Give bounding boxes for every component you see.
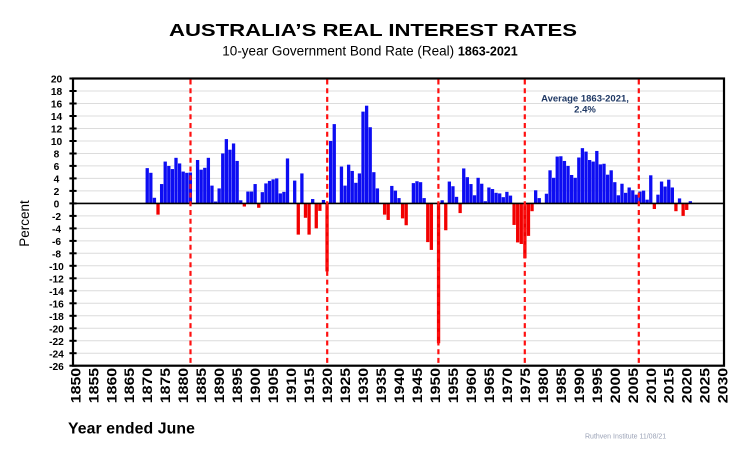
svg-text:6: 6 <box>54 162 60 173</box>
svg-text:Average 1863-2021,: Average 1863-2021, <box>541 94 629 105</box>
svg-text:18: 18 <box>51 87 63 98</box>
svg-text:16: 16 <box>51 100 63 111</box>
svg-text:14: 14 <box>51 112 63 123</box>
svg-text:1895: 1895 <box>230 367 245 403</box>
svg-text:1995: 1995 <box>590 367 605 403</box>
svg-text:-26: -26 <box>49 362 64 373</box>
svg-text:1875: 1875 <box>158 367 173 403</box>
svg-text:1965: 1965 <box>482 367 497 403</box>
svg-text:1950: 1950 <box>428 368 443 404</box>
svg-text:0: 0 <box>54 200 60 211</box>
svg-text:2010: 2010 <box>644 368 659 404</box>
svg-text:-22: -22 <box>49 337 64 348</box>
svg-text:1900: 1900 <box>248 368 263 404</box>
svg-text:8: 8 <box>54 150 60 161</box>
svg-text:1855: 1855 <box>86 367 101 403</box>
svg-text:-20: -20 <box>49 325 64 336</box>
svg-text:1940: 1940 <box>392 368 407 404</box>
svg-text:2025: 2025 <box>698 367 713 403</box>
svg-text:4: 4 <box>54 175 60 186</box>
svg-text:-4: -4 <box>52 225 61 236</box>
svg-text:-10: -10 <box>49 262 64 273</box>
svg-text:1850: 1850 <box>68 368 83 404</box>
svg-text:2030: 2030 <box>716 368 731 404</box>
svg-text:1960: 1960 <box>464 368 479 404</box>
svg-text:Year ended June: Year ended June <box>68 421 195 438</box>
svg-text:2005: 2005 <box>626 367 641 403</box>
svg-text:-16: -16 <box>49 300 64 311</box>
svg-text:1925: 1925 <box>338 367 353 403</box>
svg-text:-8: -8 <box>52 250 61 261</box>
svg-text:1890: 1890 <box>212 368 227 404</box>
svg-text:10-year Government Bond Rate (: 10-year Government Bond Rate (Real) 1863… <box>222 44 517 59</box>
svg-text:1885: 1885 <box>194 367 209 403</box>
svg-text:1990: 1990 <box>572 368 587 404</box>
svg-text:1905: 1905 <box>266 367 281 403</box>
svg-text:1860: 1860 <box>104 368 119 404</box>
svg-text:Ruthven Institute 11/08/21: Ruthven Institute 11/08/21 <box>585 434 666 441</box>
svg-text:10: 10 <box>51 137 63 148</box>
svg-text:12: 12 <box>51 125 63 136</box>
svg-text:2020: 2020 <box>680 368 695 404</box>
svg-text:1910: 1910 <box>284 368 299 404</box>
svg-text:1980: 1980 <box>536 368 551 404</box>
svg-text:2015: 2015 <box>662 367 677 403</box>
svg-text:1865: 1865 <box>122 367 137 403</box>
svg-text:20: 20 <box>51 75 63 86</box>
svg-text:1880: 1880 <box>176 368 191 404</box>
svg-text:1970: 1970 <box>500 368 515 404</box>
svg-text:1975: 1975 <box>518 367 533 403</box>
svg-text:1935: 1935 <box>374 367 389 403</box>
svg-text:1955: 1955 <box>446 367 461 403</box>
svg-text:1930: 1930 <box>356 368 371 404</box>
svg-text:-2: -2 <box>52 212 61 223</box>
svg-text:1920: 1920 <box>320 368 335 404</box>
svg-text:1915: 1915 <box>302 367 317 403</box>
svg-text:2.4%: 2.4% <box>574 105 596 116</box>
svg-text:AUSTRALIA’S REAL INTEREST RATE: AUSTRALIA’S REAL INTEREST RATES <box>169 20 577 40</box>
svg-text:Percent: Percent <box>17 200 32 247</box>
svg-text:-24: -24 <box>49 349 64 360</box>
svg-text:2: 2 <box>54 187 60 198</box>
svg-text:1870: 1870 <box>140 368 155 404</box>
svg-text:-12: -12 <box>49 275 64 286</box>
svg-text:2000: 2000 <box>608 368 623 404</box>
svg-text:1945: 1945 <box>410 367 425 403</box>
svg-text:-6: -6 <box>52 237 61 248</box>
svg-text:1985: 1985 <box>554 367 569 403</box>
svg-text:-14: -14 <box>49 287 64 298</box>
svg-text:-18: -18 <box>49 312 64 323</box>
